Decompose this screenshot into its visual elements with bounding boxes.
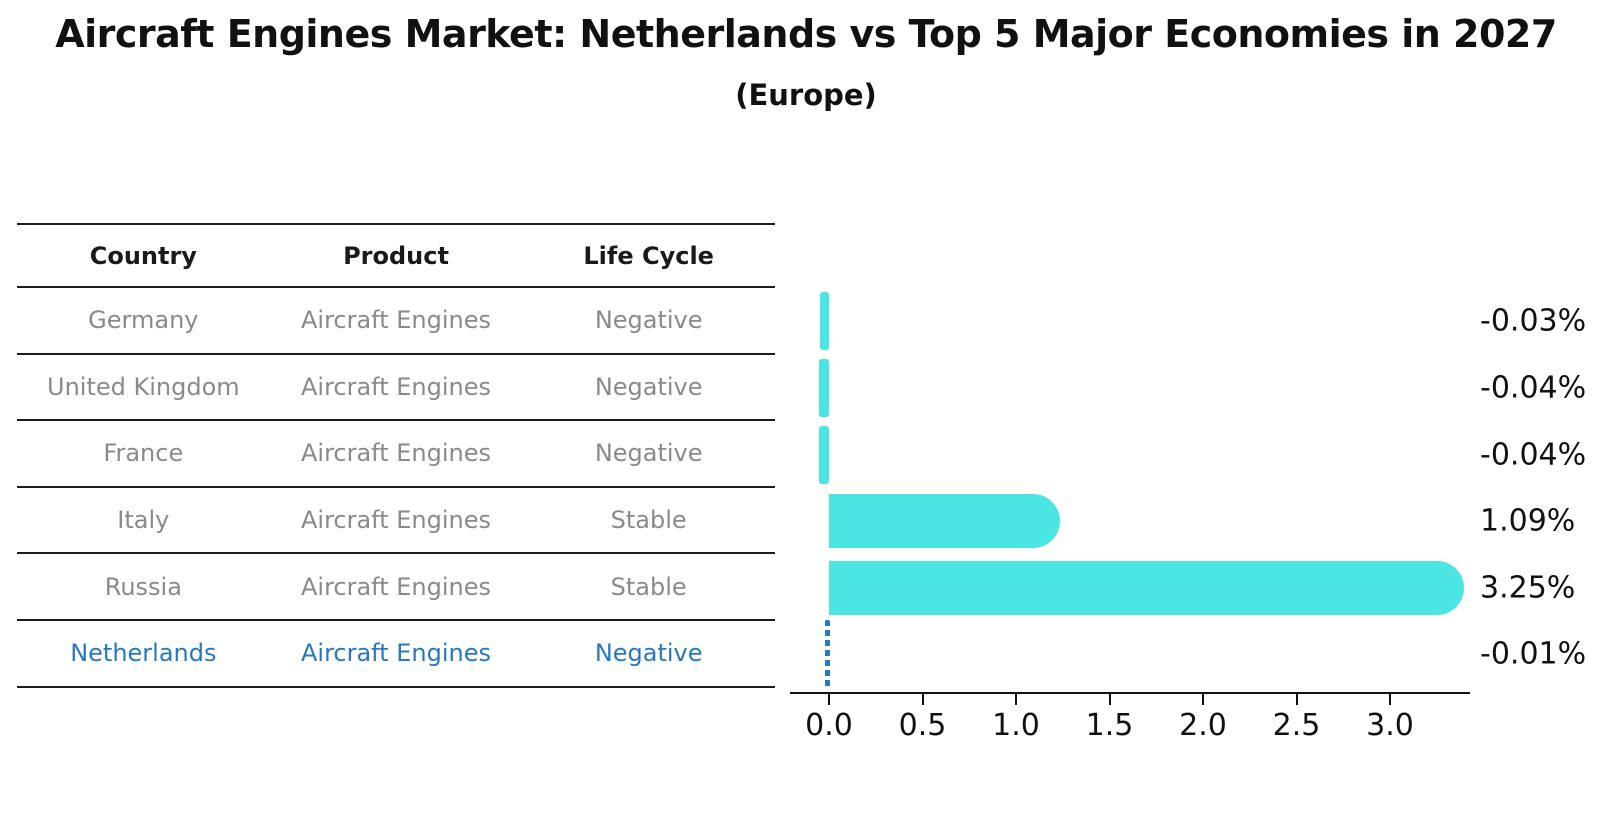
bar-italy bbox=[829, 494, 1060, 549]
table-row-france: France Aircraft Engines Negative bbox=[17, 421, 775, 488]
table-cell-life-cycle: Negative bbox=[594, 439, 703, 468]
table-cell-country: Russia bbox=[104, 572, 182, 601]
x-axis-tick-label-1.5: 1.5 bbox=[1085, 708, 1134, 743]
x-axis-tick-3.0 bbox=[1389, 694, 1391, 705]
table-cell-country: United Kingdom bbox=[47, 372, 240, 401]
bar-germany bbox=[820, 292, 829, 351]
x-axis-tick-label-0.0: 0.0 bbox=[805, 708, 853, 743]
value-label-france: -0.04% bbox=[1480, 437, 1587, 472]
bar-united-kingdom bbox=[818, 358, 829, 417]
table-row-russia: Russia Aircraft Engines Stable bbox=[17, 554, 775, 621]
x-axis-tick-label-0.5: 0.5 bbox=[898, 708, 947, 743]
table-header-row: Country Product Life Cycle bbox=[17, 223, 775, 288]
table-cell-product: Aircraft Engines bbox=[300, 572, 492, 601]
table-row-netherlands: Netherlands Aircraft Engines Negative bbox=[17, 621, 775, 688]
table-cell-country: Italy bbox=[117, 506, 170, 535]
table-cell-product: Aircraft Engines bbox=[300, 506, 492, 535]
table-cell-product: Aircraft Engines bbox=[300, 439, 492, 468]
value-label-netherlands: -0.01% bbox=[1480, 636, 1587, 672]
x-axis-tick-0.5 bbox=[921, 694, 924, 705]
table-row-germany: Germany Aircraft Engines Negative bbox=[17, 288, 775, 355]
table-cell-life-cycle: Negative bbox=[594, 372, 703, 401]
table-header-lifecycle: Life Cycle bbox=[583, 241, 714, 270]
value-label-germany: -0.03% bbox=[1480, 303, 1587, 339]
table-cell-life-cycle: Stable bbox=[610, 506, 687, 535]
table-cell-product: Aircraft Engines bbox=[300, 306, 492, 335]
x-axis-tick-label-3.0: 3.0 bbox=[1366, 708, 1414, 743]
table-cell-country: Germany bbox=[88, 306, 199, 335]
x-axis-tick-label-1.0: 1.0 bbox=[992, 708, 1040, 743]
bar-france bbox=[818, 425, 829, 484]
table-cell-life-cycle: Stable bbox=[610, 572, 687, 601]
x-axis-line bbox=[790, 692, 1470, 694]
chart-subtitle: (Europe) bbox=[735, 78, 877, 112]
x-axis-tick-label-2.5: 2.5 bbox=[1272, 708, 1321, 743]
table-cell-life-cycle: Negative bbox=[594, 639, 703, 668]
chart-title: Aircraft Engines Market: Netherlands vs … bbox=[55, 12, 1557, 56]
table-header-product: Product bbox=[343, 241, 449, 270]
table-cell-product: Aircraft Engines bbox=[300, 372, 492, 401]
table-cell-product: Aircraft Engines bbox=[300, 639, 492, 668]
x-axis-tick-1.0 bbox=[1015, 694, 1017, 705]
bar-russia bbox=[829, 560, 1464, 615]
x-axis-tick-2.0 bbox=[1202, 694, 1204, 705]
table-body: Germany Aircraft Engines Negative United Ki… bbox=[17, 288, 775, 688]
x-axis-tick-1.5 bbox=[1108, 694, 1111, 705]
table-header-country: Country bbox=[89, 241, 197, 270]
x-axis-tick-0.0 bbox=[828, 694, 830, 705]
highlight-marker-netherlands bbox=[824, 620, 830, 689]
table-row-united-kingdom: United Kingdom Aircraft Engines Negative bbox=[17, 355, 775, 422]
table-cell-country: Netherlands bbox=[70, 639, 217, 668]
table-cell-life-cycle: Negative bbox=[594, 306, 703, 335]
value-label-united-kingdom: -0.04% bbox=[1480, 370, 1587, 406]
x-axis-tick-label-2.0: 2.0 bbox=[1179, 708, 1227, 743]
table-cell-country: France bbox=[103, 439, 184, 468]
x-axis-tick-2.5 bbox=[1295, 694, 1298, 705]
value-label-italy: 1.09% bbox=[1480, 503, 1576, 539]
country-table: Country Product Life Cycle Germany Aircra… bbox=[17, 223, 775, 688]
table-row-italy: Italy Aircraft Engines Stable bbox=[17, 488, 775, 555]
value-label-russia: 3.25% bbox=[1480, 570, 1576, 606]
